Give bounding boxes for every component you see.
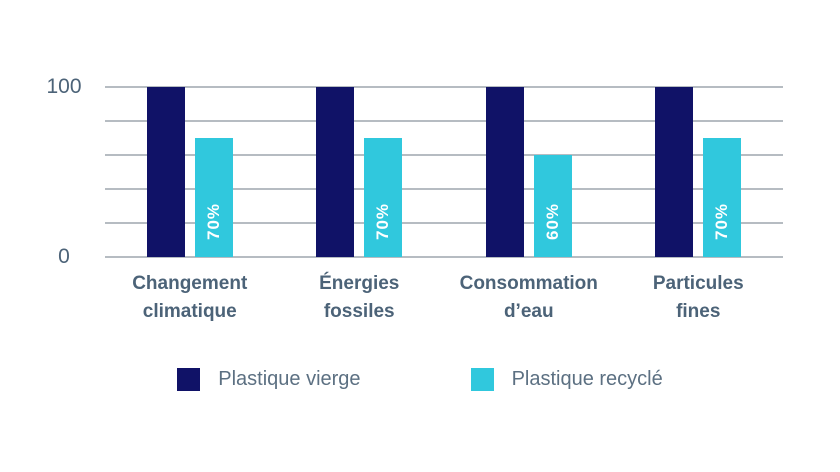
gridline-80 — [105, 120, 783, 122]
category-label-line: fines — [676, 301, 721, 322]
legend-color-swatch — [177, 368, 201, 391]
bar-series-1: 70% — [364, 138, 403, 257]
bar-group: 70% — [614, 87, 784, 257]
bar-value-label: 60% — [542, 202, 562, 240]
bar-series-0 — [146, 87, 185, 257]
plot-area: 70% 70% 60% 70% — [105, 86, 783, 258]
category-label-line: fossiles — [323, 301, 395, 322]
category-label: Particules fines — [614, 270, 784, 326]
category-axis: Changement climatique Énergies fossiles Cons… — [105, 270, 783, 326]
category-label: Changement climatique — [105, 270, 275, 326]
bar-series-1: 70% — [703, 138, 742, 257]
bar-group: 60% — [444, 87, 614, 257]
gridline-20 — [105, 222, 783, 224]
legend-item: Plastique vierge — [177, 368, 361, 391]
bar-value-label: 70% — [203, 202, 223, 240]
gridline-40 — [105, 188, 783, 190]
bar-series-1: 60% — [533, 155, 572, 257]
category-label-line: d’eau — [503, 301, 554, 322]
legend-label: Plastique vierge — [218, 368, 361, 390]
y-axis-tick-100: 100 — [46, 75, 82, 98]
gridline-0 — [105, 256, 783, 258]
gridline-100 — [105, 86, 783, 88]
category-label-line: climatique — [142, 301, 237, 322]
y-axis-tick-0: 0 — [58, 245, 70, 268]
bar-series-0 — [655, 87, 694, 257]
bar-series-0 — [316, 87, 355, 257]
category-label-line: Particules — [652, 273, 744, 294]
bar-group: 70% — [105, 87, 275, 257]
legend-item: Plastique recyclé — [470, 368, 663, 391]
category-label: Consommation d’eau — [444, 270, 614, 326]
legend-color-swatch — [470, 368, 494, 391]
legend: Plastique vierge Plastique recyclé — [0, 368, 840, 391]
category-label-line: Énergies — [319, 273, 400, 294]
gridline-60 — [105, 154, 783, 156]
bar-series-0 — [485, 87, 524, 257]
bar-value-label: 70% — [373, 202, 393, 240]
bar-value-label: 70% — [712, 202, 732, 240]
bar-groups: 70% 70% 60% 70% — [105, 87, 783, 257]
category-label-line: Changement — [132, 273, 248, 294]
category-label: Énergies fossiles — [275, 270, 445, 326]
legend-label: Plastique recyclé — [511, 368, 663, 390]
category-label-line: Consommation — [459, 273, 598, 294]
bar-group: 70% — [275, 87, 445, 257]
bar-series-1: 70% — [194, 138, 233, 257]
